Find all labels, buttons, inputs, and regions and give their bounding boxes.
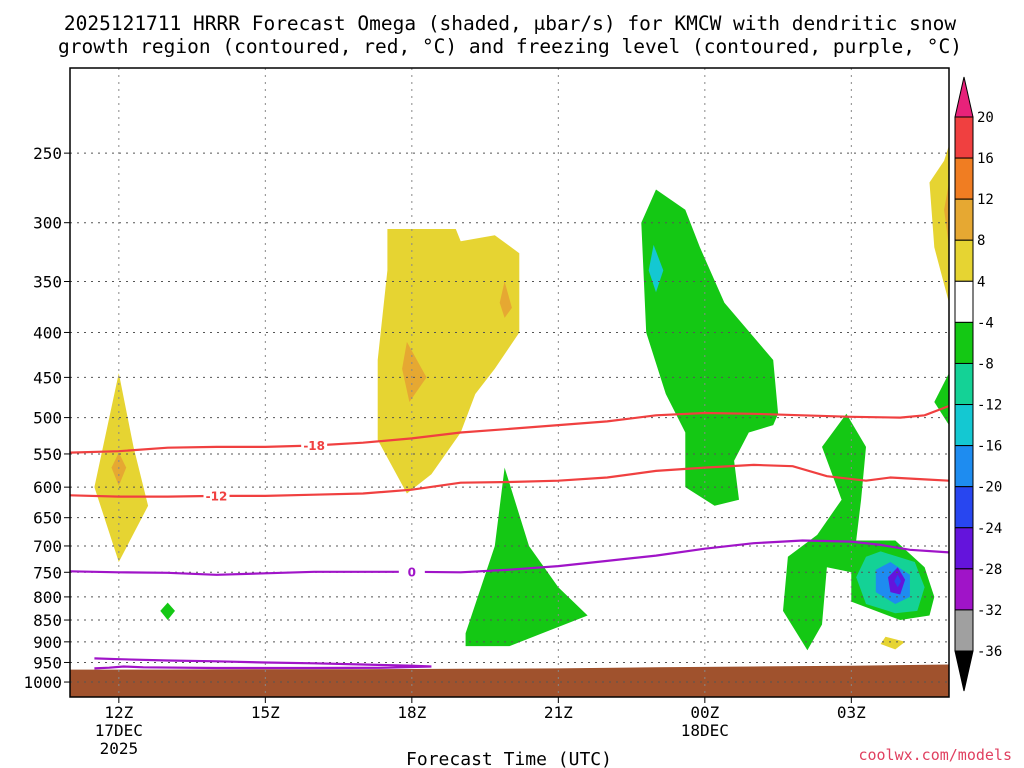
omega-region-16 bbox=[944, 182, 949, 248]
omega-region-3 bbox=[377, 229, 520, 494]
y-tick-label-400: 400 bbox=[33, 323, 62, 342]
y-tick-label-700: 700 bbox=[33, 537, 62, 556]
terrain-fill bbox=[70, 664, 949, 697]
contour-label-bg-1 bbox=[203, 488, 230, 503]
colorbar-swatch-1 bbox=[954, 157, 974, 200]
colorbar-label-0: 20 bbox=[977, 110, 994, 126]
colorbar-label-6: -8 bbox=[977, 356, 994, 372]
contour-line-1 bbox=[69, 463, 950, 498]
temperature-contours: -18 -12 0 bbox=[69, 404, 950, 670]
y-tick-label-750: 750 bbox=[33, 563, 62, 582]
colorbar-swatch-2 bbox=[954, 198, 974, 241]
omega-region-8 bbox=[648, 244, 664, 293]
x-tick-sublabel-12Z: 17DEC bbox=[95, 721, 143, 740]
x-tick-label-21Z: 21Z bbox=[544, 703, 573, 722]
omega-region-13 bbox=[894, 574, 902, 588]
y-tick-label-450: 450 bbox=[33, 368, 62, 387]
colorbar-label-13: -36 bbox=[977, 644, 1002, 660]
colorbar-swatch-8 bbox=[954, 445, 974, 488]
x-tick-label-00Z: 00Z bbox=[690, 703, 719, 722]
y-tick-label-1000: 1000 bbox=[23, 673, 62, 692]
contour-label-0: -18 bbox=[303, 439, 325, 453]
contour-line-0 bbox=[69, 404, 950, 454]
x-tick-label-18Z: 18Z bbox=[397, 703, 426, 722]
colorbar-label-1: 16 bbox=[977, 151, 994, 167]
y-tick-label-550: 550 bbox=[33, 445, 62, 464]
omega-region-15 bbox=[929, 145, 949, 303]
colorbar-label-10: -24 bbox=[977, 521, 1002, 537]
colorbar-label-3: 8 bbox=[977, 233, 985, 249]
y-tick-label-500: 500 bbox=[33, 409, 62, 428]
omega-region-5 bbox=[499, 281, 512, 318]
colorbar-swatch-6 bbox=[954, 362, 974, 406]
colorbar-label-7: -12 bbox=[977, 398, 1002, 414]
chart-title-line2: growth region (contoured, red, °C) and f… bbox=[58, 35, 962, 58]
y-tick-label-800: 800 bbox=[33, 588, 62, 607]
y-tick-label-900: 900 bbox=[33, 633, 62, 652]
y-tick-label-600: 600 bbox=[33, 478, 62, 497]
colorbar-swatch-7 bbox=[954, 404, 974, 447]
y-tick-label-950: 950 bbox=[33, 653, 62, 672]
colorbar-swatch-0 bbox=[954, 116, 974, 159]
contour-label-bg-0 bbox=[301, 438, 328, 453]
omega-region-6 bbox=[465, 467, 588, 647]
omega-region-9 bbox=[783, 413, 935, 651]
colorbar-label-11: -28 bbox=[977, 562, 1002, 578]
x-tick-year-12Z: 2025 bbox=[100, 739, 139, 758]
colorbar-swatch-4 bbox=[954, 280, 974, 323]
omega-region-7 bbox=[641, 189, 779, 506]
contour-label-1: -12 bbox=[206, 489, 228, 503]
contour-label-bg-2 bbox=[398, 564, 425, 579]
omega-region-2 bbox=[160, 602, 175, 620]
colorbar-swatch-10 bbox=[954, 527, 974, 570]
colorbar-swatch-9 bbox=[954, 486, 974, 529]
colorbar-bottom-arrow bbox=[954, 650, 974, 692]
plot-frame bbox=[69, 67, 950, 698]
omega-region-4 bbox=[402, 341, 427, 402]
contour-line-2 bbox=[69, 539, 950, 576]
colorbar-label-8: -16 bbox=[977, 439, 1002, 455]
colorbar-swatch-12 bbox=[954, 609, 974, 652]
y-tick-label-850: 850 bbox=[33, 611, 62, 630]
omega-region-1 bbox=[111, 452, 127, 486]
contour-label-2: 0 bbox=[408, 565, 416, 579]
y-tick-label-650: 650 bbox=[33, 509, 62, 528]
contour-line-3 bbox=[94, 657, 432, 670]
chart-title-line1: 2025121711 HRRR Forecast Omega (shaded, … bbox=[64, 12, 956, 35]
colorbar-swatch-3 bbox=[954, 239, 974, 282]
omega-region-17 bbox=[934, 373, 949, 426]
y-axis-ticks: 250 300 350 400 450 500 550 600 650 700 750 800 850 9… bbox=[23, 144, 70, 692]
colorbar-top-arrow bbox=[954, 76, 974, 118]
x-tick-label-03Z: 03Z bbox=[837, 703, 866, 722]
y-tick-label-250: 250 bbox=[33, 144, 62, 163]
colorbar-swatch-11 bbox=[954, 568, 974, 611]
y-tick-label-300: 300 bbox=[33, 214, 62, 233]
x-tick-sublabel-00Z: 18DEC bbox=[681, 721, 729, 740]
colorbar-swatch-5 bbox=[954, 321, 974, 364]
colorbar: 20 16 12 8 4 -4 -8 -12 -16 -20 -24 -28 -32 -36 bbox=[954, 76, 1002, 692]
credit-text: coolwx.com/models bbox=[858, 746, 1012, 764]
omega-shading bbox=[94, 145, 949, 651]
x-tick-label-15Z: 15Z bbox=[251, 703, 280, 722]
terrain-polygon bbox=[70, 664, 949, 697]
x-tick-label-12Z: 12Z bbox=[104, 703, 133, 722]
colorbar-label-4: 4 bbox=[977, 274, 985, 290]
colorbar-label-2: 12 bbox=[977, 192, 994, 208]
colorbar-label-12: -32 bbox=[977, 603, 1002, 619]
x-axis-label: Forecast Time (UTC) bbox=[406, 749, 612, 768]
colorbar-label-9: -20 bbox=[977, 480, 1002, 496]
omega-region-14 bbox=[880, 636, 906, 650]
colorbar-label-5: -4 bbox=[977, 315, 994, 331]
y-tick-label-350: 350 bbox=[33, 273, 62, 292]
